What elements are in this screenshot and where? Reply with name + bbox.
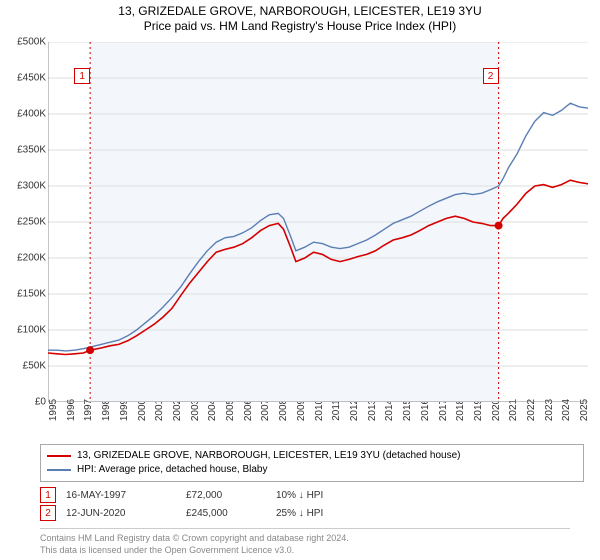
legend-label-hpi: HPI: Average price, detached house, Blab…	[77, 463, 268, 477]
x-tick-label: 1996	[66, 399, 77, 421]
y-tick-label: £150K	[17, 289, 46, 300]
y-tick-label: £250K	[17, 217, 46, 228]
y-tick-label: £300K	[17, 181, 46, 192]
legend: 13, GRIZEDALE GROVE, NARBOROUGH, LEICEST…	[40, 444, 584, 482]
sale-marker-1: 1	[74, 68, 90, 84]
x-tick-label: 2013	[367, 399, 378, 421]
chart-container: 13, GRIZEDALE GROVE, NARBOROUGH, LEICEST…	[0, 0, 600, 560]
legend-swatch-property	[47, 455, 71, 457]
x-tick-label: 2000	[137, 399, 148, 421]
x-tick-label: 2005	[225, 399, 236, 421]
y-tick-label: £500K	[17, 37, 46, 48]
attribution: Contains HM Land Registry data © Crown c…	[40, 528, 570, 556]
y-tick-label: £200K	[17, 253, 46, 264]
x-tick-label: 2021	[508, 399, 519, 421]
x-tick-label: 2020	[491, 399, 502, 421]
x-tick-label: 2001	[154, 399, 165, 421]
x-tick-label: 2022	[526, 399, 537, 421]
sale-date-2: 12-JUN-2020	[66, 508, 176, 519]
y-tick-label: £100K	[17, 325, 46, 336]
attribution-line2: This data is licensed under the Open Gov…	[40, 544, 570, 556]
x-tick-label: 1998	[101, 399, 112, 421]
x-tick-label: 2012	[349, 399, 360, 421]
x-tick-label: 2014	[384, 399, 395, 421]
sale-pct-1: 10% ↓ HPI	[276, 490, 366, 501]
legend-row-property: 13, GRIZEDALE GROVE, NARBOROUGH, LEICEST…	[47, 449, 577, 463]
sale-price-1: £72,000	[186, 490, 266, 501]
x-tick-label: 2023	[544, 399, 555, 421]
legend-label-property: 13, GRIZEDALE GROVE, NARBOROUGH, LEICEST…	[77, 449, 460, 463]
sales-row-1: 1 16-MAY-1997 £72,000 10% ↓ HPI	[40, 486, 570, 504]
x-tick-label: 1999	[119, 399, 130, 421]
x-tick-label: 2019	[473, 399, 484, 421]
sales-row-2: 2 12-JUN-2020 £245,000 25% ↓ HPI	[40, 504, 570, 522]
title-block: 13, GRIZEDALE GROVE, NARBOROUGH, LEICEST…	[0, 0, 600, 33]
y-tick-label: £50K	[23, 361, 46, 372]
legend-row-hpi: HPI: Average price, detached house, Blab…	[47, 463, 577, 477]
x-tick-label: 2024	[561, 399, 572, 421]
x-tick-label: 2002	[172, 399, 183, 421]
x-tick-label: 2004	[207, 399, 218, 421]
y-tick-label: £450K	[17, 73, 46, 84]
x-tick-label: 2025	[579, 399, 590, 421]
title-address: 13, GRIZEDALE GROVE, NARBOROUGH, LEICEST…	[0, 4, 600, 18]
title-subtitle: Price paid vs. HM Land Registry's House …	[0, 19, 600, 33]
sale-price-2: £245,000	[186, 508, 266, 519]
x-tick-label: 2011	[331, 399, 342, 421]
x-tick-label: 2008	[278, 399, 289, 421]
attribution-line1: Contains HM Land Registry data © Crown c…	[40, 532, 570, 544]
sale-index-1: 1	[40, 487, 56, 503]
x-tick-label: 1997	[83, 399, 94, 421]
sale-pct-2: 25% ↓ HPI	[276, 508, 366, 519]
x-tick-label: 2010	[314, 399, 325, 421]
y-tick-label: £400K	[17, 109, 46, 120]
y-tick-label: £0	[35, 397, 46, 408]
x-tick-label: 2015	[402, 399, 413, 421]
x-tick-label: 2003	[190, 399, 201, 421]
x-tick-label: 2006	[243, 399, 254, 421]
x-tick-label: 1995	[48, 399, 59, 421]
y-tick-label: £350K	[17, 145, 46, 156]
legend-swatch-hpi	[47, 469, 71, 471]
x-tick-label: 2007	[260, 399, 271, 421]
sale-index-2: 2	[40, 505, 56, 521]
sales-table: 1 16-MAY-1997 £72,000 10% ↓ HPI 2 12-JUN…	[40, 486, 570, 522]
plot-svg	[48, 42, 588, 402]
sale-date-1: 16-MAY-1997	[66, 490, 176, 501]
x-tick-label: 2017	[438, 399, 449, 421]
sale-marker-2: 2	[483, 68, 499, 84]
x-tick-label: 2016	[420, 399, 431, 421]
x-tick-label: 2009	[296, 399, 307, 421]
x-tick-label: 2018	[455, 399, 466, 421]
